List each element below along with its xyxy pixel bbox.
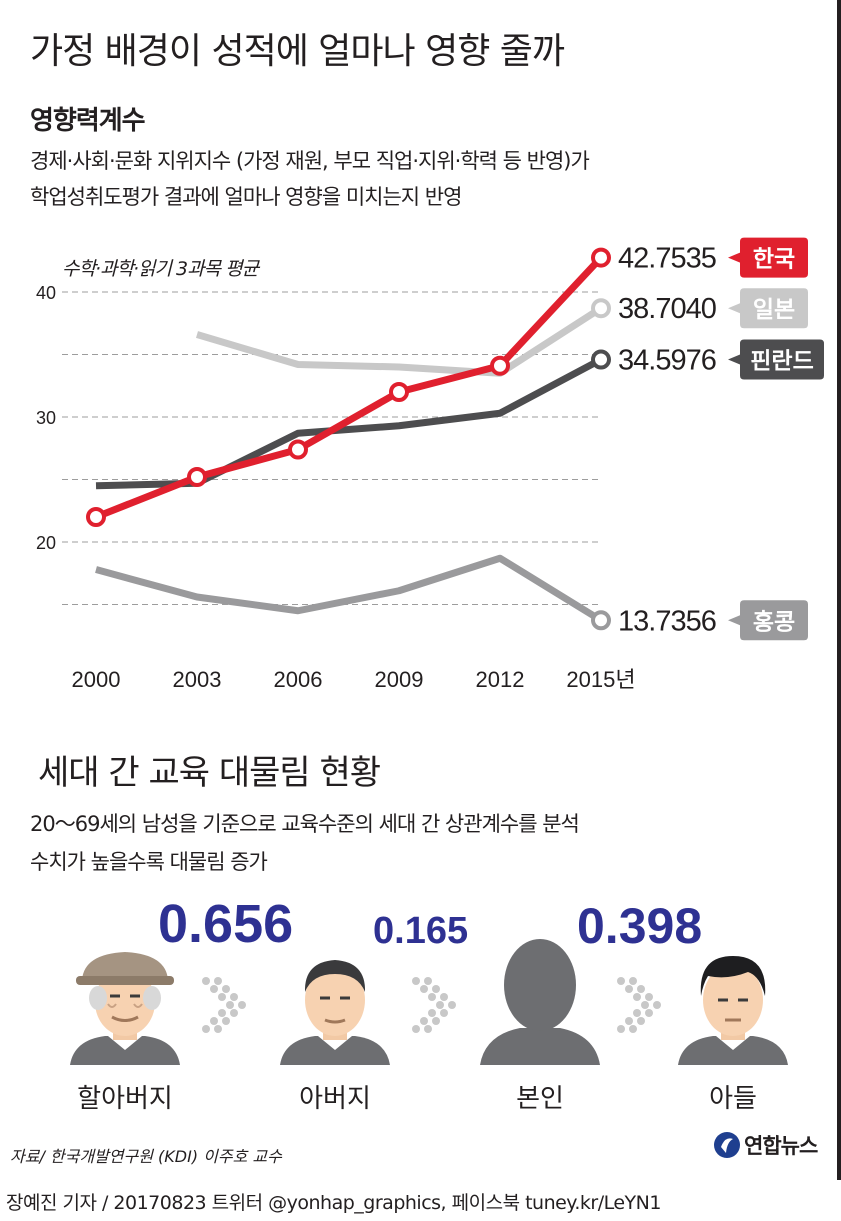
end-value-label: 34.5976: [618, 345, 716, 377]
label-father: 아버지: [299, 1084, 371, 1114]
father-avatar: [280, 960, 390, 1065]
series-name-label: 홍콩: [753, 609, 795, 635]
logo-text: 연합뉴스: [744, 1134, 818, 1158]
x-tick-label: 2012: [476, 667, 525, 692]
description-line-1: 경제·사회·문화 지위지수 (가정 재원, 부모 직업·지위·학력 등 반영)가: [30, 149, 590, 173]
data-point: [187, 467, 207, 487]
label-self: 본인: [516, 1084, 564, 1114]
arrow-grandfather-to-father: [202, 977, 246, 1033]
son-avatar: [678, 956, 788, 1065]
data-point: [591, 610, 611, 631]
data-point: [490, 355, 510, 376]
x-tick-label: 2003: [173, 667, 222, 692]
grandfather-avatar: [70, 952, 180, 1065]
self-avatar: [480, 939, 600, 1065]
y-tick-label: 40: [36, 283, 56, 303]
end-value-label: 13.7356: [618, 605, 716, 637]
coefficient-father-self: 0.165: [373, 910, 469, 952]
infographic-frame: [837, 0, 841, 1180]
series-line-일본: [196, 305, 603, 377]
data-point: [389, 382, 409, 402]
section2-description-line-2: 수치가 높을수록 대물림 증가: [30, 850, 268, 874]
coefficient-grandfather-father: 0.656: [158, 894, 294, 954]
chart-subtitle: 영향력계수: [30, 106, 146, 136]
data-point: [86, 507, 106, 527]
x-tick-label: 2000: [72, 667, 121, 692]
yonhap-logo-icon: [714, 1132, 740, 1158]
coefficient-self-son: 0.398: [577, 898, 703, 954]
series-line-한국: [94, 255, 604, 521]
series-tag-일본: [728, 288, 808, 329]
data-point: [591, 349, 611, 370]
data-point: [591, 298, 611, 319]
section2-description: 20～69세의 남성을 기준으로 교육수준의 세대 간 상관계수를 분석 수치가…: [30, 805, 580, 881]
label-grandfather: 할아버지: [77, 1084, 173, 1114]
page-title: 가정 배경이 성적에 얼마나 영향 줄까: [30, 31, 565, 72]
series-tag-핀란드: [728, 339, 824, 380]
data-point: [591, 247, 611, 268]
label-son: 아들: [709, 1084, 757, 1114]
yonhap-logo: 연합뉴스: [712, 1130, 818, 1160]
description-line-2: 학업성취도평가 결과에 얼마나 영향을 미치는지 반영: [30, 185, 462, 209]
series-tag-홍콩: [728, 600, 808, 641]
arrow-self-to-son: [617, 977, 661, 1033]
chart-note: 수학·과학·읽기 3과목 평균: [62, 258, 261, 280]
series-name-label: 핀란드: [750, 349, 813, 375]
x-tick-label: 2015년: [566, 667, 635, 692]
line-chart: 20 30 40 2000 2003 2006 2009 2012 2015년 수학·과학·읽기 …: [36, 237, 824, 692]
series-line-홍콩: [95, 554, 603, 624]
section2-title: 세대 간 교육 대물림 현황: [38, 753, 381, 793]
arrow-father-to-self: [412, 977, 456, 1033]
end-value-label: 42.7535: [618, 243, 716, 275]
end-value-label: 38.7040: [618, 293, 716, 325]
data-point: [288, 439, 308, 460]
section2-description-line-1: 20～69세의 남성을 기준으로 교육수준의 세대 간 상관계수를 분석: [30, 812, 580, 836]
series-tag-한국: [728, 237, 808, 278]
y-tick-label: 20: [36, 533, 56, 553]
x-tick-label: 2009: [375, 667, 424, 692]
y-tick-label: 30: [36, 408, 56, 428]
credit-line: 장예진 기자 / 20170823 트위터 @yonhap_graphics, …: [6, 1192, 661, 1214]
chart-description: 경제·사회·문화 지위지수 (가정 재원, 부모 직업·지위·학력 등 반영)가…: [30, 143, 590, 215]
series-name-label: 일본: [753, 297, 795, 323]
x-tick-label: 2006: [274, 667, 323, 692]
source-note: 자료/ 한국개발연구원 (KDI) 이주호 교수: [10, 1147, 282, 1166]
series-name-label: 한국: [753, 247, 795, 273]
